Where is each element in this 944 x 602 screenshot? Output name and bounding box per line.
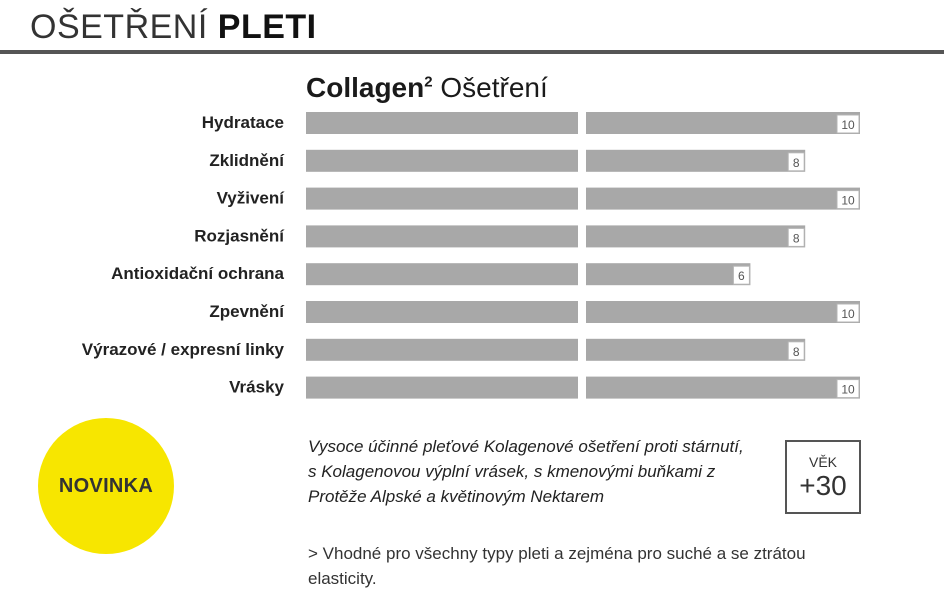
category-label: Hydratace	[202, 113, 284, 132]
bar-base	[306, 112, 578, 134]
category-label: Vyživení	[217, 189, 286, 208]
bar-base	[306, 225, 578, 248]
novinka-label: NOVINKA	[58, 474, 154, 497]
category-label: Rozjasnění	[194, 226, 285, 245]
product-description: Vysoce účinné pleťové Kolagenové ošetřen…	[308, 437, 744, 506]
chart-title: Collagen2 Ošetření	[306, 72, 548, 104]
rating-bar-chart: Hydratace 10 Zklidnění 8 Vyživení 10 Rozjasněn…	[82, 112, 860, 399]
page-title: OŠETŘENÍ PLETI	[30, 8, 317, 47]
bar-value	[586, 376, 860, 399]
bar-value	[586, 263, 751, 286]
bar-base	[306, 301, 578, 323]
value-box	[836, 190, 860, 210]
value-label: 8	[793, 345, 800, 359]
category-label: Zklidnění	[209, 151, 285, 170]
bar-value	[586, 225, 806, 248]
bar-base	[306, 338, 578, 361]
value-label: 8	[793, 231, 800, 245]
category-label: Výrazové / expresní linky	[82, 340, 285, 359]
chart-title-rest: Ošetření	[440, 72, 548, 103]
bar-base	[306, 376, 578, 399]
age-value: +30	[799, 470, 847, 501]
bar-value	[586, 149, 806, 172]
novinka-badge: NOVINKA	[38, 418, 174, 554]
category-label: Zpevnění	[209, 302, 285, 321]
category-label: Antioxidační ochrana	[111, 264, 284, 283]
chart-title-superscript: 2	[424, 73, 433, 91]
value-box	[836, 303, 860, 323]
bar-value	[586, 301, 860, 323]
page-title-bold: PLETI	[217, 8, 317, 46]
bar-base	[306, 187, 578, 210]
chart-title-brand: Collagen	[306, 72, 425, 103]
value-label: 10	[841, 194, 855, 208]
age-label: VĚK	[808, 454, 837, 470]
value-label: 6	[738, 269, 745, 283]
skin-type-note: > Vhodné pro všechny typy pleti a zejmén…	[308, 544, 806, 588]
value-box	[787, 341, 805, 361]
bar-value	[586, 338, 806, 361]
value-label: 10	[841, 383, 855, 397]
value-label: 10	[841, 307, 855, 321]
value-label: 10	[841, 118, 855, 132]
value-box	[836, 114, 860, 134]
bar-base	[306, 263, 578, 286]
value-box	[836, 379, 860, 399]
bar-value	[586, 112, 860, 134]
category-label: Vrásky	[229, 378, 284, 397]
value-box	[732, 265, 750, 285]
value-box	[787, 152, 805, 172]
value-label: 8	[793, 156, 800, 170]
bar-base	[306, 149, 578, 172]
page-title-light: OŠETŘENÍ	[30, 8, 208, 46]
age-box: VĚK +30	[785, 440, 861, 514]
value-box	[787, 227, 805, 247]
bar-value	[586, 187, 860, 210]
header-divider	[0, 50, 944, 54]
